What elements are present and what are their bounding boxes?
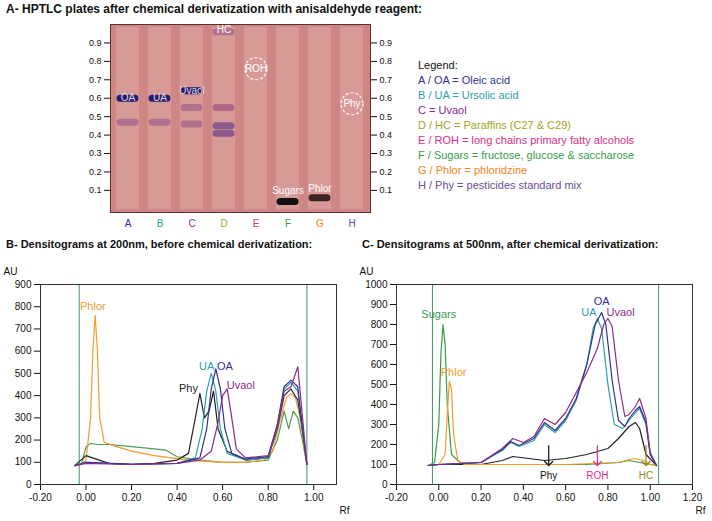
svg-text:500: 500 bbox=[15, 368, 32, 379]
svg-text:0.9: 0.9 bbox=[380, 38, 393, 48]
svg-text:0.2: 0.2 bbox=[89, 167, 102, 177]
svg-text:C: C bbox=[188, 218, 195, 229]
svg-text:UA: UA bbox=[199, 360, 215, 372]
svg-text:0.5: 0.5 bbox=[380, 112, 393, 122]
svg-text:0.4: 0.4 bbox=[380, 130, 393, 140]
svg-text:1.00: 1.00 bbox=[640, 492, 660, 503]
svg-text:0.4: 0.4 bbox=[89, 130, 102, 140]
svg-text:0.5: 0.5 bbox=[89, 112, 102, 122]
svg-text:900: 900 bbox=[15, 279, 32, 290]
svg-text:Uvaol: Uvaol bbox=[227, 379, 255, 391]
svg-text:0.1: 0.1 bbox=[380, 185, 393, 195]
svg-text:700: 700 bbox=[371, 339, 388, 350]
svg-text:600: 600 bbox=[371, 359, 388, 370]
svg-text:OA: OA bbox=[121, 92, 136, 103]
svg-text:ROH: ROH bbox=[586, 470, 608, 481]
svg-text:OA: OA bbox=[217, 360, 234, 372]
svg-text:300: 300 bbox=[15, 412, 32, 423]
svg-text:100: 100 bbox=[15, 456, 32, 467]
svg-text:0.6: 0.6 bbox=[380, 93, 393, 103]
svg-text:0.20: 0.20 bbox=[122, 492, 142, 503]
svg-text:Phlor: Phlor bbox=[308, 183, 332, 194]
svg-text:ROH: ROH bbox=[245, 63, 267, 74]
svg-text:0.80: 0.80 bbox=[598, 492, 618, 503]
svg-text:Phy: Phy bbox=[179, 382, 198, 394]
svg-text:1000: 1000 bbox=[365, 279, 388, 290]
svg-text:Phy: Phy bbox=[343, 98, 360, 109]
html-text:G / Phlor = phloridzine: G / Phlor = phloridzine bbox=[418, 164, 528, 176]
svg-text:0.8: 0.8 bbox=[89, 56, 102, 66]
svg-text:200: 200 bbox=[15, 434, 32, 445]
svg-text:G: G bbox=[316, 218, 324, 229]
svg-text:400: 400 bbox=[371, 399, 388, 410]
svg-text:600: 600 bbox=[15, 345, 32, 356]
svg-text:0.9: 0.9 bbox=[89, 38, 102, 48]
svg-text:0.3: 0.3 bbox=[89, 148, 102, 158]
svg-text:0.40: 0.40 bbox=[167, 492, 187, 503]
svg-text:0.6: 0.6 bbox=[89, 93, 102, 103]
html-text:A / OA = Oleic acid: A / OA = Oleic acid bbox=[418, 74, 510, 86]
html-text:D / HC = Paraffins (C27 & C29): D / HC = Paraffins (C27 & C29) bbox=[418, 119, 571, 131]
html-text:C = Uvaol: C = Uvaol bbox=[418, 104, 467, 116]
svg-text:UA: UA bbox=[581, 306, 597, 318]
svg-text:Phlor: Phlor bbox=[80, 300, 106, 312]
svg-text:Rf: Rf bbox=[696, 505, 706, 516]
svg-text:0.2: 0.2 bbox=[380, 167, 393, 177]
svg-text:0.40: 0.40 bbox=[514, 492, 534, 503]
svg-text:UA: UA bbox=[153, 92, 167, 103]
html-text:Legend:: Legend: bbox=[418, 59, 458, 71]
svg-text:0.3: 0.3 bbox=[380, 148, 393, 158]
svg-text:0.7: 0.7 bbox=[380, 75, 393, 85]
svg-text:1.20: 1.20 bbox=[683, 492, 703, 503]
svg-text:-0.20: -0.20 bbox=[29, 492, 52, 503]
svg-text:Phlor: Phlor bbox=[441, 366, 467, 378]
svg-text:0.60: 0.60 bbox=[213, 492, 233, 503]
svg-text:F: F bbox=[285, 218, 291, 229]
svg-text:0: 0 bbox=[26, 479, 32, 490]
html-text:F / Sugars = fructose, glucose: F / Sugars = fructose, glucose & sacchar… bbox=[418, 149, 635, 161]
svg-text:B: B bbox=[157, 218, 164, 229]
svg-text:0.00: 0.00 bbox=[76, 492, 96, 503]
svg-text:700: 700 bbox=[15, 323, 32, 334]
svg-text:0.60: 0.60 bbox=[556, 492, 576, 503]
svg-text:300: 300 bbox=[371, 419, 388, 430]
svg-text:0.8: 0.8 bbox=[380, 56, 393, 66]
svg-text:Rf: Rf bbox=[340, 505, 350, 516]
svg-text:400: 400 bbox=[15, 390, 32, 401]
svg-text:H: H bbox=[348, 218, 355, 229]
html-text:H / Phy = pesticides standard: H / Phy = pesticides standard mix bbox=[418, 179, 582, 191]
html-text:C- Densitograms at 500nm, afte: C- Densitograms at 500nm, after chemical… bbox=[362, 238, 659, 250]
svg-text:D: D bbox=[220, 218, 227, 229]
html-text:B- Densitograms at 200nm, befo: B- Densitograms at 200nm, before chemica… bbox=[6, 238, 313, 250]
svg-text:0.80: 0.80 bbox=[258, 492, 278, 503]
svg-text:800: 800 bbox=[371, 319, 388, 330]
svg-text:0.00: 0.00 bbox=[429, 492, 449, 503]
svg-text:Uvaol: Uvaol bbox=[607, 306, 635, 318]
svg-text:100: 100 bbox=[371, 459, 388, 470]
svg-text:AU: AU bbox=[4, 266, 18, 277]
svg-text:Sugars: Sugars bbox=[421, 308, 456, 320]
svg-text:A: A bbox=[125, 218, 132, 229]
svg-text:Uvaol: Uvaol bbox=[179, 85, 205, 96]
svg-text:1.00: 1.00 bbox=[304, 492, 324, 503]
svg-text:0: 0 bbox=[382, 479, 388, 490]
svg-text:200: 200 bbox=[371, 439, 388, 450]
svg-text:Sugars: Sugars bbox=[272, 185, 304, 196]
svg-text:0.20: 0.20 bbox=[471, 492, 491, 503]
svg-text:HC: HC bbox=[217, 24, 231, 35]
svg-text:800: 800 bbox=[15, 301, 32, 312]
html-text:E / ROH = long chains primary: E / ROH = long chains primary fatty alco… bbox=[418, 134, 635, 146]
svg-text:OA: OA bbox=[593, 295, 610, 307]
html-text:A- HPTLC plates after chemical: A- HPTLC plates after chemical derivatiz… bbox=[6, 2, 423, 16]
svg-text:-0.20: -0.20 bbox=[385, 492, 408, 503]
svg-text:AU: AU bbox=[360, 266, 374, 277]
svg-text:0.7: 0.7 bbox=[89, 75, 102, 85]
svg-text:0.1: 0.1 bbox=[89, 185, 102, 195]
svg-text:HC: HC bbox=[639, 470, 653, 481]
svg-text:Phy: Phy bbox=[540, 470, 557, 481]
svg-text:500: 500 bbox=[371, 379, 388, 390]
svg-text:900: 900 bbox=[371, 299, 388, 310]
svg-text:E: E bbox=[253, 218, 260, 229]
html-text:B / UA = Ursolic acid: B / UA = Ursolic acid bbox=[418, 89, 519, 101]
